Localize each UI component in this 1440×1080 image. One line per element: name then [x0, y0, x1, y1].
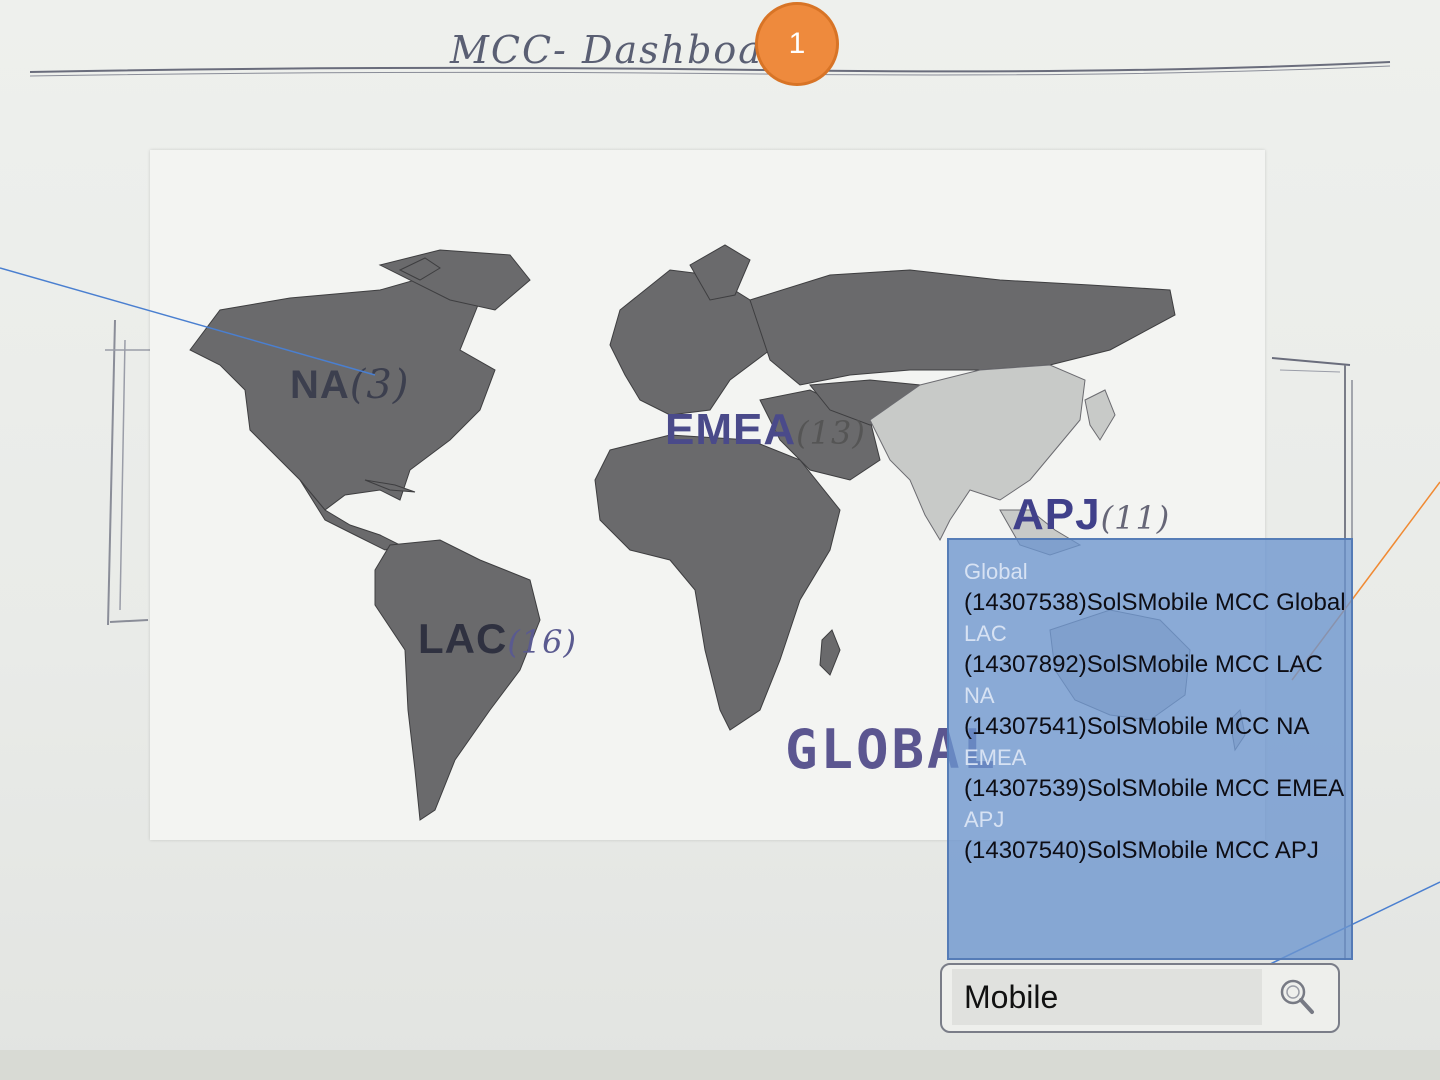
result-group-label: NA: [964, 683, 995, 708]
map-region-russia: [749, 269, 1176, 386]
region-name: EMEA: [665, 405, 797, 454]
result-item-global[interactable]: (14307538)SolSMobile MCC Global: [964, 589, 1346, 616]
result-item-apj[interactable]: (14307540)SolSMobile MCC APJ: [964, 837, 1319, 864]
result-group-label: Global: [964, 559, 1028, 584]
search-input[interactable]: [952, 969, 1262, 1025]
result-group-label: LAC: [964, 621, 1007, 646]
map-region-lac: [374, 539, 541, 821]
region-label-na[interactable]: NA(3): [290, 362, 409, 408]
region-count: (11): [1100, 499, 1171, 537]
result-group-label: EMEA: [964, 745, 1027, 770]
map-region-apj: [869, 364, 1086, 542]
region-label-emea[interactable]: EMEA(13): [665, 405, 866, 455]
search-button[interactable]: [1262, 969, 1332, 1025]
search-box: [940, 963, 1340, 1033]
region-name: APJ: [1012, 490, 1101, 539]
region-count: (3): [349, 362, 410, 408]
map-region-africa: [594, 434, 841, 731]
result-item-na[interactable]: (14307541)SolSMobile MCC NA: [964, 713, 1310, 740]
region-label-lac[interactable]: LAC(16): [418, 615, 577, 663]
region-count: (16): [507, 623, 578, 661]
search-icon: [1280, 979, 1314, 1014]
result-item-lac[interactable]: (14307892)SolSMobile MCC LAC: [964, 651, 1323, 678]
region-label-apj[interactable]: APJ(11): [1012, 490, 1170, 540]
step-badge: 1: [755, 2, 839, 86]
region-count: (13): [796, 414, 866, 452]
result-item-emea[interactable]: (14307539)SolSMobile MCC EMEA: [964, 775, 1345, 802]
result-group-label: APJ: [964, 807, 1005, 832]
search-results-dropdown: Global (14307538)SolSMobile MCC Global L…: [947, 538, 1353, 960]
region-name: LAC: [418, 615, 508, 662]
map-region-europe: [609, 269, 771, 416]
region-name: NA: [290, 363, 350, 407]
